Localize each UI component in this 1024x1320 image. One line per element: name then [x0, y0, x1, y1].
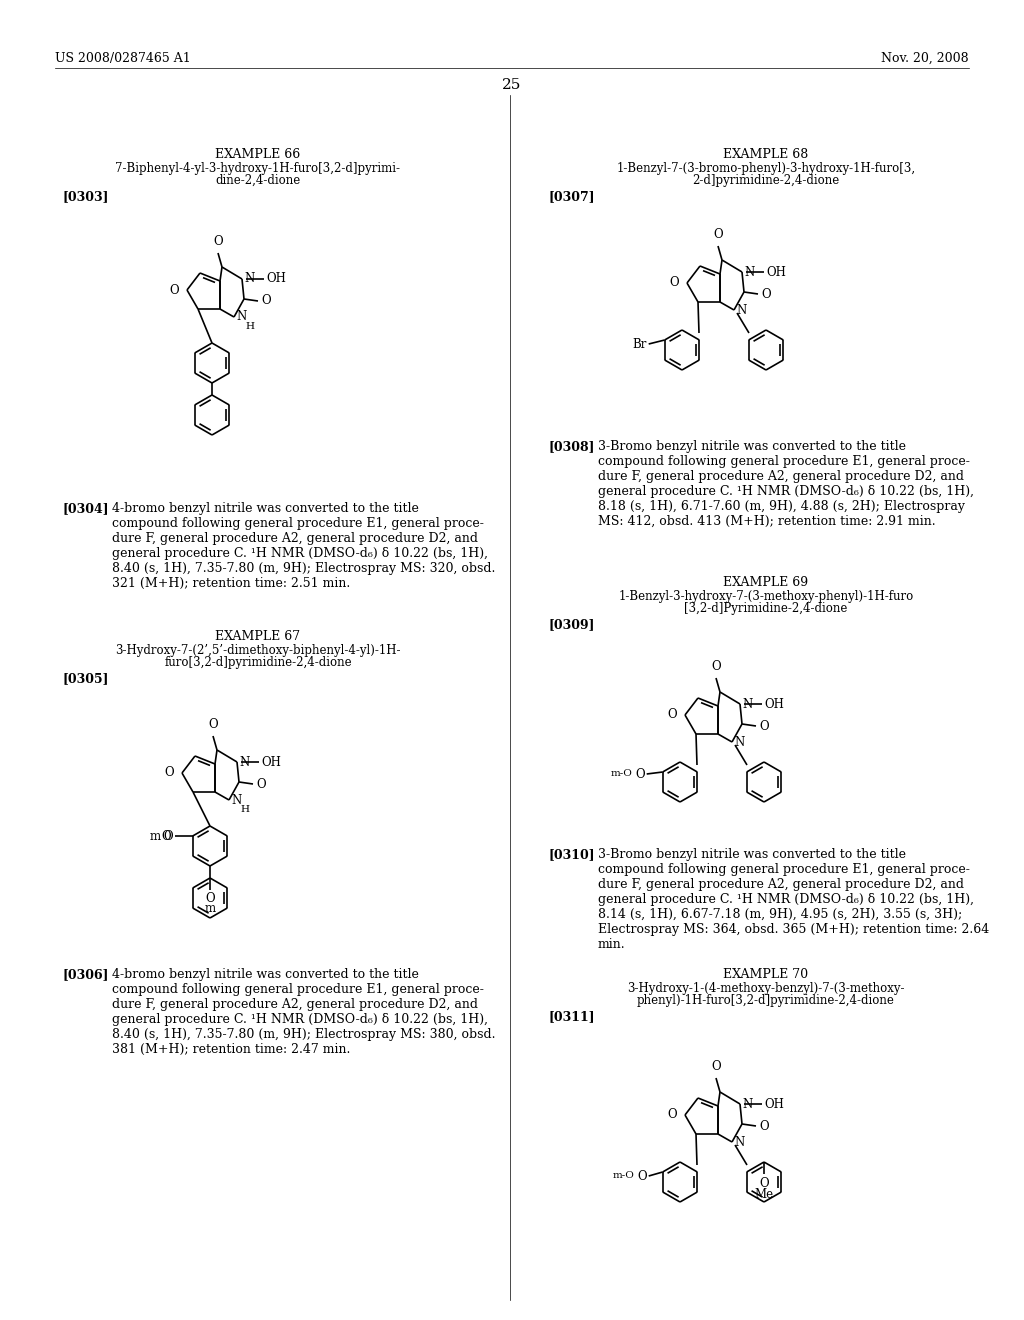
Text: O: O — [759, 719, 769, 733]
Text: O: O — [261, 294, 270, 308]
Text: O: O — [635, 767, 645, 780]
Text: Me: Me — [755, 1188, 773, 1201]
Text: EXAMPLE 70: EXAMPLE 70 — [723, 968, 809, 981]
Text: O: O — [759, 1177, 769, 1191]
Text: N: N — [236, 310, 246, 323]
Text: [0304]: [0304] — [62, 502, 109, 515]
Text: m: m — [150, 829, 161, 842]
Text: 2-d]pyrimidine-2,4-dione: 2-d]pyrimidine-2,4-dione — [692, 174, 840, 187]
Text: 7-Biphenyl-4-yl-3-hydroxy-1H-furo[3,2-d]pyrimi-: 7-Biphenyl-4-yl-3-hydroxy-1H-furo[3,2-d]… — [116, 162, 400, 176]
Text: 3-Bromo benzyl nitrile was converted to the title
compound following general pro: 3-Bromo benzyl nitrile was converted to … — [598, 440, 974, 528]
Text: EXAMPLE 67: EXAMPLE 67 — [215, 630, 301, 643]
Text: EXAMPLE 68: EXAMPLE 68 — [723, 148, 809, 161]
Text: N: N — [742, 697, 753, 710]
Text: 3-Hydroxy-7-(2’,5’-dimethoxy-biphenyl-4-yl)-1H-: 3-Hydroxy-7-(2’,5’-dimethoxy-biphenyl-4-… — [116, 644, 400, 657]
Text: [0308]: [0308] — [548, 440, 595, 453]
Text: [0309]: [0309] — [548, 618, 595, 631]
Text: N: N — [239, 755, 249, 768]
Text: furo[3,2-d]pyrimidine-2,4-dione: furo[3,2-d]pyrimidine-2,4-dione — [164, 656, 352, 669]
Text: O: O — [256, 777, 265, 791]
Text: O: O — [668, 1109, 677, 1122]
Text: N: N — [231, 793, 242, 807]
Text: O: O — [208, 718, 218, 731]
Text: H: H — [240, 805, 249, 814]
Text: [0305]: [0305] — [62, 672, 109, 685]
Text: O: O — [670, 276, 679, 289]
Text: O: O — [668, 709, 677, 722]
Text: O: O — [169, 284, 179, 297]
Text: 3-Bromo benzyl nitrile was converted to the title
compound following general pro: 3-Bromo benzyl nitrile was converted to … — [598, 847, 989, 950]
Text: m-O: m-O — [612, 1172, 635, 1180]
Text: 25: 25 — [503, 78, 521, 92]
Text: O: O — [213, 235, 223, 248]
Text: O: O — [165, 767, 174, 780]
Text: OH: OH — [764, 1097, 784, 1110]
Text: OH: OH — [261, 755, 281, 768]
Text: [0307]: [0307] — [548, 190, 595, 203]
Text: [0310]: [0310] — [548, 847, 595, 861]
Text: O: O — [637, 1170, 647, 1183]
Text: O: O — [712, 1060, 721, 1073]
Text: O: O — [761, 288, 771, 301]
Text: phenyl)-1H-furo[3,2-d]pyrimidine-2,4-dione: phenyl)-1H-furo[3,2-d]pyrimidine-2,4-dio… — [637, 994, 895, 1007]
Text: N: N — [734, 735, 744, 748]
Text: 1-Benzyl-7-(3-bromo-phenyl)-3-hydroxy-1H-furo[3,: 1-Benzyl-7-(3-bromo-phenyl)-3-hydroxy-1H… — [616, 162, 915, 176]
Text: m-O: m-O — [610, 770, 633, 779]
Text: H: H — [245, 322, 254, 331]
Text: Br: Br — [632, 338, 647, 351]
Text: m: m — [205, 902, 216, 915]
Text: OH: OH — [766, 265, 785, 279]
Text: 3-Hydroxy-1-(4-methoxy-benzyl)-7-(3-methoxy-: 3-Hydroxy-1-(4-methoxy-benzyl)-7-(3-meth… — [628, 982, 905, 995]
Text: N: N — [744, 265, 755, 279]
Text: [0303]: [0303] — [62, 190, 109, 203]
Text: US 2008/0287465 A1: US 2008/0287465 A1 — [55, 51, 190, 65]
Text: O: O — [712, 660, 721, 673]
Text: 4-bromo benzyl nitrile was converted to the title
compound following general pro: 4-bromo benzyl nitrile was converted to … — [112, 502, 496, 590]
Text: [0306]: [0306] — [62, 968, 109, 981]
Text: N: N — [742, 1097, 753, 1110]
Text: dine-2,4-dione: dine-2,4-dione — [215, 174, 301, 187]
Text: O: O — [205, 892, 215, 906]
Text: [0311]: [0311] — [548, 1010, 595, 1023]
Text: [3,2-d]Pyrimidine-2,4-dione: [3,2-d]Pyrimidine-2,4-dione — [684, 602, 848, 615]
Text: OH: OH — [266, 272, 286, 285]
Text: Nov. 20, 2008: Nov. 20, 2008 — [882, 51, 969, 65]
Text: EXAMPLE 66: EXAMPLE 66 — [215, 148, 301, 161]
Text: 1-Benzyl-3-hydroxy-7-(3-methoxy-phenyl)-1H-furo: 1-Benzyl-3-hydroxy-7-(3-methoxy-phenyl)-… — [618, 590, 913, 603]
Text: EXAMPLE 69: EXAMPLE 69 — [723, 576, 809, 589]
Text: OH: OH — [764, 697, 784, 710]
Text: O: O — [713, 228, 723, 242]
Text: N: N — [734, 1135, 744, 1148]
Text: 4-bromo benzyl nitrile was converted to the title
compound following general pro: 4-bromo benzyl nitrile was converted to … — [112, 968, 496, 1056]
Text: O: O — [163, 829, 173, 842]
Text: O: O — [161, 829, 171, 842]
Text: O: O — [759, 1119, 769, 1133]
Text: N: N — [244, 272, 254, 285]
Text: N: N — [736, 304, 746, 317]
